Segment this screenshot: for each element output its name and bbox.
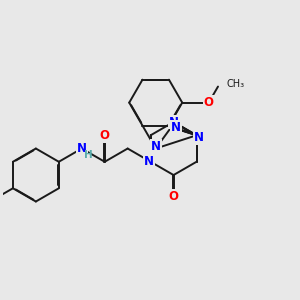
Text: O: O [100,129,110,142]
Text: N: N [169,116,178,128]
Text: O: O [204,96,214,109]
Text: H: H [84,150,93,160]
Text: O: O [169,190,178,203]
Text: N: N [151,140,161,153]
Text: N: N [77,142,87,155]
Text: N: N [144,155,154,168]
Text: N: N [194,131,204,144]
Text: CH₃: CH₃ [227,79,245,88]
Text: N: N [171,121,181,134]
